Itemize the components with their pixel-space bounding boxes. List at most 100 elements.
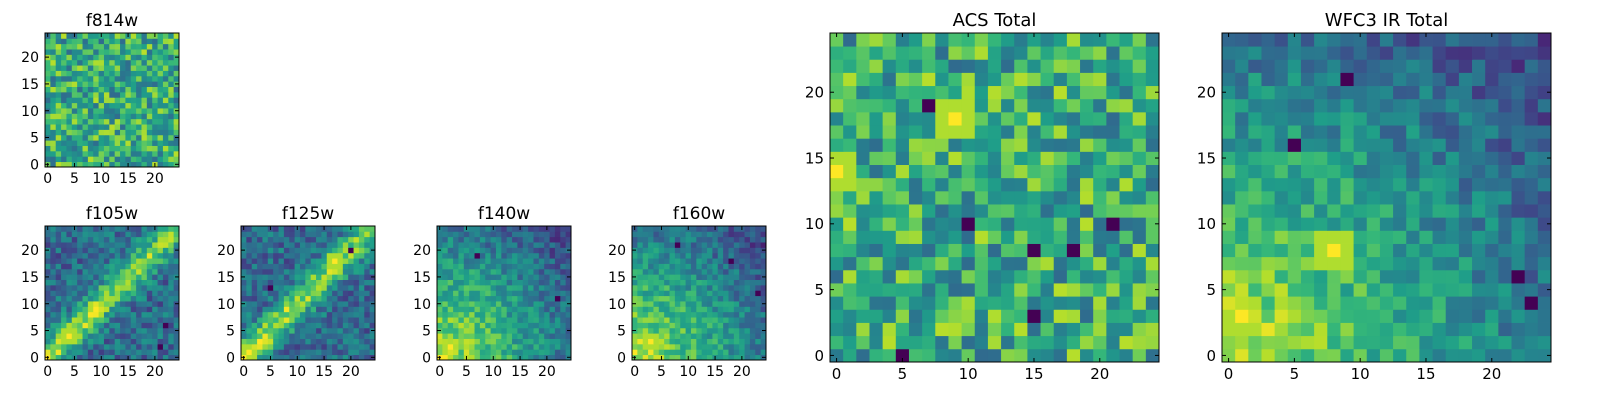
heatmap-cell (948, 309, 962, 323)
heatmap-cell (289, 274, 295, 280)
axes-frame (436, 225, 572, 361)
heatmap-cell (749, 306, 756, 313)
heatmap-cell (109, 268, 116, 275)
heatmap-cell (1001, 243, 1015, 258)
heatmap-cell (1406, 309, 1420, 323)
heatmap-cell (506, 226, 513, 232)
heatmap-cell (442, 231, 449, 238)
heatmap-cell (71, 145, 78, 152)
heatmap-cell (109, 327, 116, 334)
heatmap-cell (125, 156, 132, 163)
heatmap-cell (447, 301, 454, 307)
heatmap-cell (168, 134, 175, 141)
heatmap-cell (82, 118, 89, 125)
heatmap-cell (103, 54, 110, 61)
heatmap-cell (77, 284, 83, 291)
heatmap-cell (45, 284, 51, 291)
heatmap-cell (278, 268, 285, 275)
heatmap-cell (109, 343, 116, 350)
heatmap-cell (364, 349, 371, 356)
heatmap-cell (66, 59, 73, 66)
heatmap-cell (648, 236, 654, 243)
heatmap-cell (1379, 138, 1394, 152)
heatmap-cell (1132, 59, 1147, 73)
heatmap-cell (1485, 348, 1499, 363)
heatmap-cell (364, 317, 371, 323)
heatmap-cell (251, 236, 258, 243)
heatmap-cell (701, 279, 708, 286)
heatmap-cell (935, 283, 949, 297)
heatmap-cell (707, 349, 713, 356)
heatmap-cell (632, 284, 638, 291)
heatmap-cell (637, 242, 644, 248)
heatmap-cell (1261, 111, 1276, 126)
heatmap-cell (560, 354, 567, 361)
heatmap-cell (1222, 296, 1236, 310)
heatmap-cell (61, 102, 67, 109)
heatmap-cell (974, 348, 989, 363)
heatmap-cell (1406, 72, 1420, 87)
heatmap-cell (136, 33, 142, 39)
heatmap-cell (152, 236, 158, 243)
heatmap-cell (152, 252, 158, 259)
heatmap-cell (1379, 59, 1394, 73)
heatmap-cell (712, 295, 719, 302)
heatmap-cell (1066, 138, 1081, 152)
heatmap-cell (755, 306, 762, 313)
heatmap-cell (565, 290, 572, 297)
heatmap-cell (342, 263, 349, 270)
heatmap-cell (922, 177, 936, 192)
heatmap-cell (364, 268, 371, 275)
heatmap-cell (66, 279, 73, 286)
heatmap-cell (251, 284, 258, 291)
heatmap-cell (474, 242, 481, 248)
heatmap-cell (728, 236, 735, 243)
heatmap-cell (749, 252, 756, 259)
heatmap-cell (642, 311, 649, 318)
heatmap-cell (1066, 296, 1081, 310)
heatmap-cell (251, 333, 258, 339)
heatmap-cell (1274, 46, 1289, 60)
heatmap-cell (538, 290, 545, 297)
heatmap-cell (241, 349, 247, 356)
heatmap-cell (1053, 151, 1068, 165)
heatmap-cell (162, 284, 169, 291)
heatmap-cell (856, 46, 870, 60)
heatmap-cell (674, 338, 681, 345)
heatmap-cell (358, 279, 365, 286)
heatmap-cell (103, 33, 110, 39)
heatmap-cell (278, 349, 285, 356)
heatmap-cell (680, 306, 686, 313)
heatmap-cell (77, 49, 83, 55)
heatmap-cell (474, 354, 481, 361)
heatmap-cell (337, 317, 344, 323)
heatmap-cell (109, 108, 116, 114)
heatmap-cell (1393, 85, 1407, 100)
heatmap-cell (141, 118, 148, 125)
heatmap-cell (93, 252, 99, 259)
heatmap-cell (1014, 177, 1028, 192)
heatmap-cell (1445, 33, 1460, 47)
heatmap-cell (843, 151, 857, 165)
heatmap-cell (251, 306, 258, 313)
heatmap-cell (1274, 59, 1289, 73)
heatmap-cell (717, 242, 724, 248)
heatmap-cell (485, 231, 491, 238)
heatmap-cell (168, 86, 175, 93)
heatmap-cell (485, 317, 491, 323)
heatmap-cell (289, 306, 295, 313)
heatmap-cell (895, 309, 910, 323)
heatmap-cell (755, 333, 762, 339)
heatmap-cell (744, 317, 751, 323)
heatmap-cell (241, 338, 247, 345)
heatmap-cell (1287, 151, 1302, 165)
heatmap-cell (479, 268, 486, 275)
heatmap-cell (141, 301, 148, 307)
heatmap-cell (98, 81, 105, 87)
heatmap-cell (987, 296, 1002, 310)
heatmap-cell (469, 279, 475, 286)
heatmap-cell (669, 242, 676, 248)
heatmap-cell (93, 322, 99, 329)
heatmap-cell (1222, 335, 1236, 350)
heatmap-cell (479, 301, 486, 307)
